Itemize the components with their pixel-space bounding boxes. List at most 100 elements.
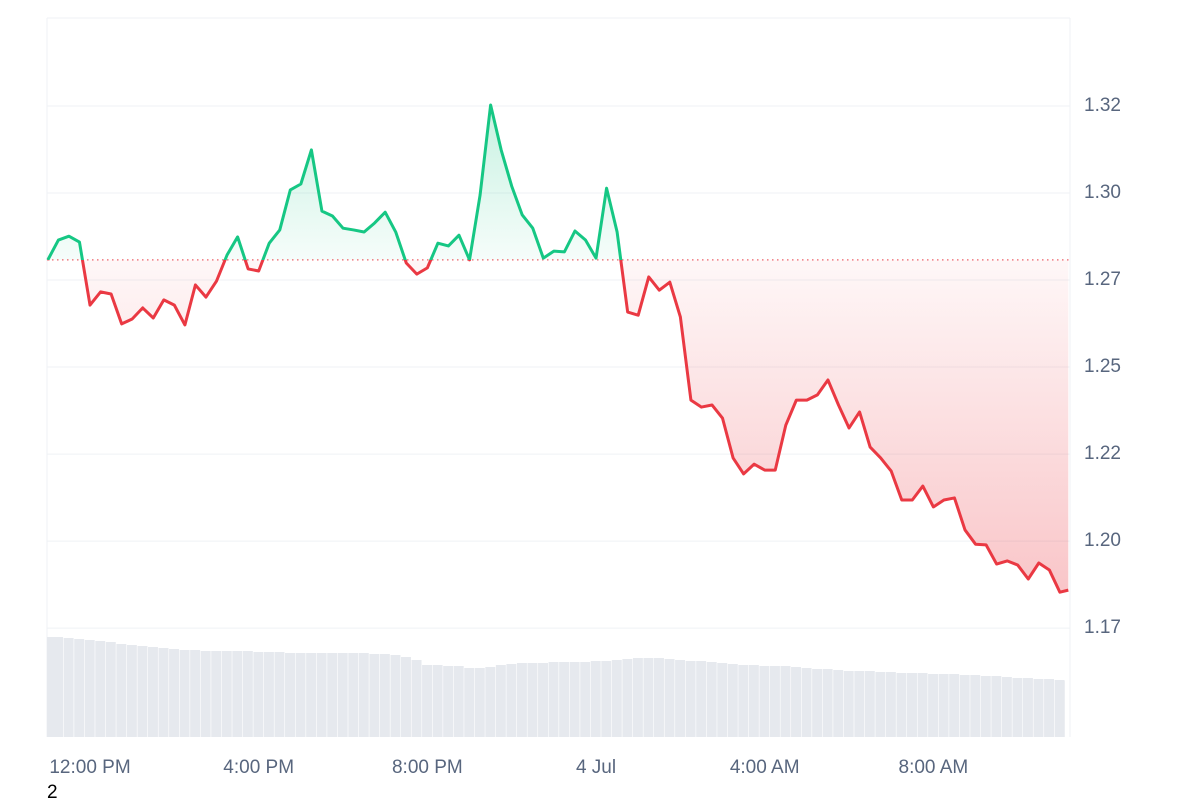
volume-bar bbox=[559, 662, 570, 737]
volume-bar bbox=[780, 666, 791, 737]
volume-bar bbox=[495, 665, 506, 737]
y-tick-label: 1.27 bbox=[1084, 269, 1121, 290]
volume-bar bbox=[769, 666, 780, 737]
volume-bar bbox=[622, 659, 633, 737]
volume-bar bbox=[369, 654, 380, 737]
volume-bar bbox=[464, 668, 475, 737]
volume-bar bbox=[295, 653, 306, 737]
volume-bar bbox=[875, 672, 886, 737]
volume-bar bbox=[611, 660, 622, 737]
volume-bar bbox=[179, 650, 190, 737]
volume-bar bbox=[411, 660, 422, 737]
volume-bar bbox=[696, 661, 707, 737]
volume-bar bbox=[211, 651, 222, 737]
volume-bar bbox=[95, 641, 106, 737]
volume-bar bbox=[63, 638, 74, 737]
volume-bar bbox=[285, 653, 295, 737]
volume-bar bbox=[327, 653, 338, 737]
x-tick-label: 4 Jul bbox=[576, 757, 616, 778]
volume-bar bbox=[917, 673, 928, 737]
volume-bar bbox=[506, 664, 517, 737]
volume-bar bbox=[854, 671, 865, 737]
y-tick-label: 1.25 bbox=[1084, 356, 1121, 377]
volume-bar bbox=[812, 669, 823, 737]
volume-bar bbox=[1022, 678, 1033, 737]
x-tick-label: 4:00 PM bbox=[223, 757, 294, 778]
volume-bar bbox=[105, 642, 116, 737]
y-tick-label: 1.22 bbox=[1084, 443, 1121, 464]
volume-bar bbox=[590, 661, 601, 737]
y-tick-label: 1.30 bbox=[1084, 182, 1121, 203]
volume-bar bbox=[200, 651, 211, 737]
volume-bar bbox=[516, 663, 527, 737]
volume-bar bbox=[1012, 678, 1023, 737]
volume-bar bbox=[664, 659, 675, 737]
volume-bar bbox=[221, 651, 232, 737]
volume-bar bbox=[907, 673, 917, 737]
volume-bar bbox=[822, 669, 833, 737]
volume-bar bbox=[158, 648, 169, 737]
volume-bar bbox=[685, 661, 696, 737]
volume-bar bbox=[126, 645, 137, 737]
volume-bar bbox=[970, 675, 981, 737]
volume-bar bbox=[74, 639, 85, 737]
volume-bar bbox=[390, 655, 401, 737]
x-tick-label: 8:00 AM bbox=[899, 757, 969, 778]
volume-bar bbox=[643, 658, 654, 737]
volume-bar bbox=[717, 663, 728, 737]
volume-bar bbox=[527, 663, 538, 737]
volume-bar bbox=[843, 671, 854, 737]
volume-bar bbox=[748, 665, 759, 737]
volume-bar bbox=[991, 676, 1002, 737]
volume-bar bbox=[274, 652, 285, 737]
volume-bar bbox=[401, 657, 411, 737]
volume-bar bbox=[896, 673, 907, 737]
volume-bar bbox=[348, 653, 359, 737]
volume-bar bbox=[232, 651, 243, 737]
volume-bar bbox=[885, 672, 896, 737]
volume-bar bbox=[84, 640, 95, 737]
volume-bar bbox=[242, 651, 253, 737]
volume-bar bbox=[938, 674, 949, 737]
volume-bar bbox=[738, 665, 749, 737]
volume-bar bbox=[147, 647, 158, 737]
volume-bar bbox=[47, 637, 57, 737]
x-tick-label: 12:00 PM bbox=[49, 757, 130, 778]
volume-bar bbox=[601, 661, 612, 737]
volume-bar bbox=[1001, 677, 1012, 737]
volume-bar bbox=[1044, 679, 1055, 737]
y-tick-label: 1.20 bbox=[1084, 530, 1121, 551]
volume-bar bbox=[116, 644, 127, 737]
volume-bar bbox=[453, 666, 464, 737]
volume-bar bbox=[1063, 681, 1065, 737]
volume-bar bbox=[833, 670, 844, 737]
volume-bar bbox=[864, 671, 875, 737]
volume-bar bbox=[474, 668, 485, 737]
volume-bar bbox=[316, 653, 327, 737]
volume-bar bbox=[443, 666, 454, 737]
volume-bar bbox=[980, 676, 991, 737]
volume-bar bbox=[654, 658, 664, 737]
volume-bar bbox=[548, 662, 559, 737]
y-tick-label: 1.17 bbox=[1084, 617, 1121, 638]
volume-bar bbox=[1054, 680, 1065, 737]
volume-bar bbox=[306, 653, 317, 737]
volume-bar bbox=[928, 674, 939, 737]
volume-bar bbox=[358, 653, 369, 737]
volume-bar bbox=[538, 663, 548, 737]
volume-bar bbox=[569, 662, 580, 737]
area bbox=[47, 105, 1069, 593]
volume-bar bbox=[675, 660, 686, 737]
volume-bar bbox=[580, 662, 591, 737]
volume-bar bbox=[706, 662, 717, 737]
volume-bar bbox=[432, 665, 443, 737]
volume-bar bbox=[727, 664, 738, 737]
volume-bar bbox=[190, 650, 201, 737]
y-tick-label: 1.32 bbox=[1084, 95, 1121, 116]
volume-bar bbox=[263, 652, 274, 737]
x-tick-label: 8:00 PM bbox=[392, 757, 463, 778]
volume-bar bbox=[337, 653, 348, 737]
volume-bar bbox=[801, 668, 812, 737]
volume-bar bbox=[949, 674, 960, 737]
